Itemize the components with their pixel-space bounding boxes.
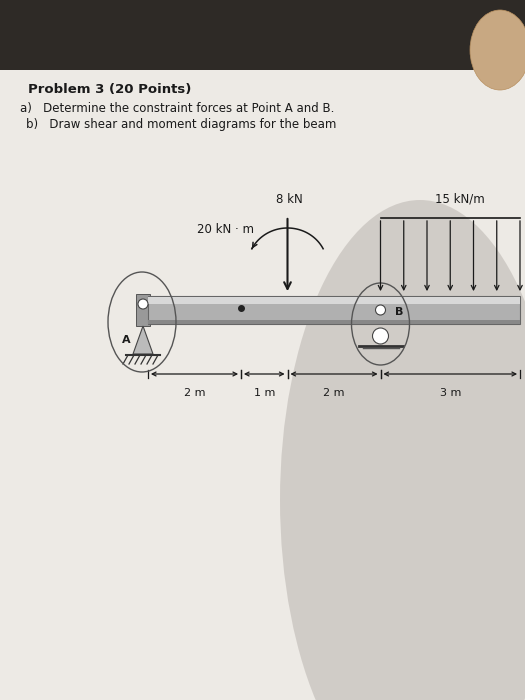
- Text: Problem 3 (20 Points): Problem 3 (20 Points): [28, 83, 192, 96]
- Bar: [148, 297, 520, 304]
- Text: 20 kN · m: 20 kN · m: [197, 223, 254, 236]
- Polygon shape: [133, 326, 153, 354]
- Bar: [0, 0, 525, 70]
- Text: 3 m: 3 m: [439, 388, 461, 398]
- Bar: [148, 320, 520, 324]
- Circle shape: [375, 305, 385, 315]
- Text: b)   Draw shear and moment diagrams for the beam: b) Draw shear and moment diagrams for th…: [26, 118, 337, 131]
- Bar: [148, 296, 520, 324]
- Bar: [136, 294, 150, 326]
- Ellipse shape: [280, 200, 525, 700]
- Circle shape: [138, 299, 148, 309]
- Text: 1 m: 1 m: [254, 388, 275, 398]
- Text: 15 kN/m: 15 kN/m: [435, 193, 485, 206]
- Ellipse shape: [470, 10, 525, 90]
- Text: 8 kN: 8 kN: [276, 193, 303, 206]
- Text: a)   Determine the constraint forces at Point A and B.: a) Determine the constraint forces at Po…: [20, 102, 334, 115]
- Text: 2 m: 2 m: [323, 388, 345, 398]
- Text: B: B: [394, 307, 403, 317]
- Text: 2 m: 2 m: [184, 388, 205, 398]
- Text: A: A: [122, 335, 130, 345]
- Circle shape: [373, 328, 388, 344]
